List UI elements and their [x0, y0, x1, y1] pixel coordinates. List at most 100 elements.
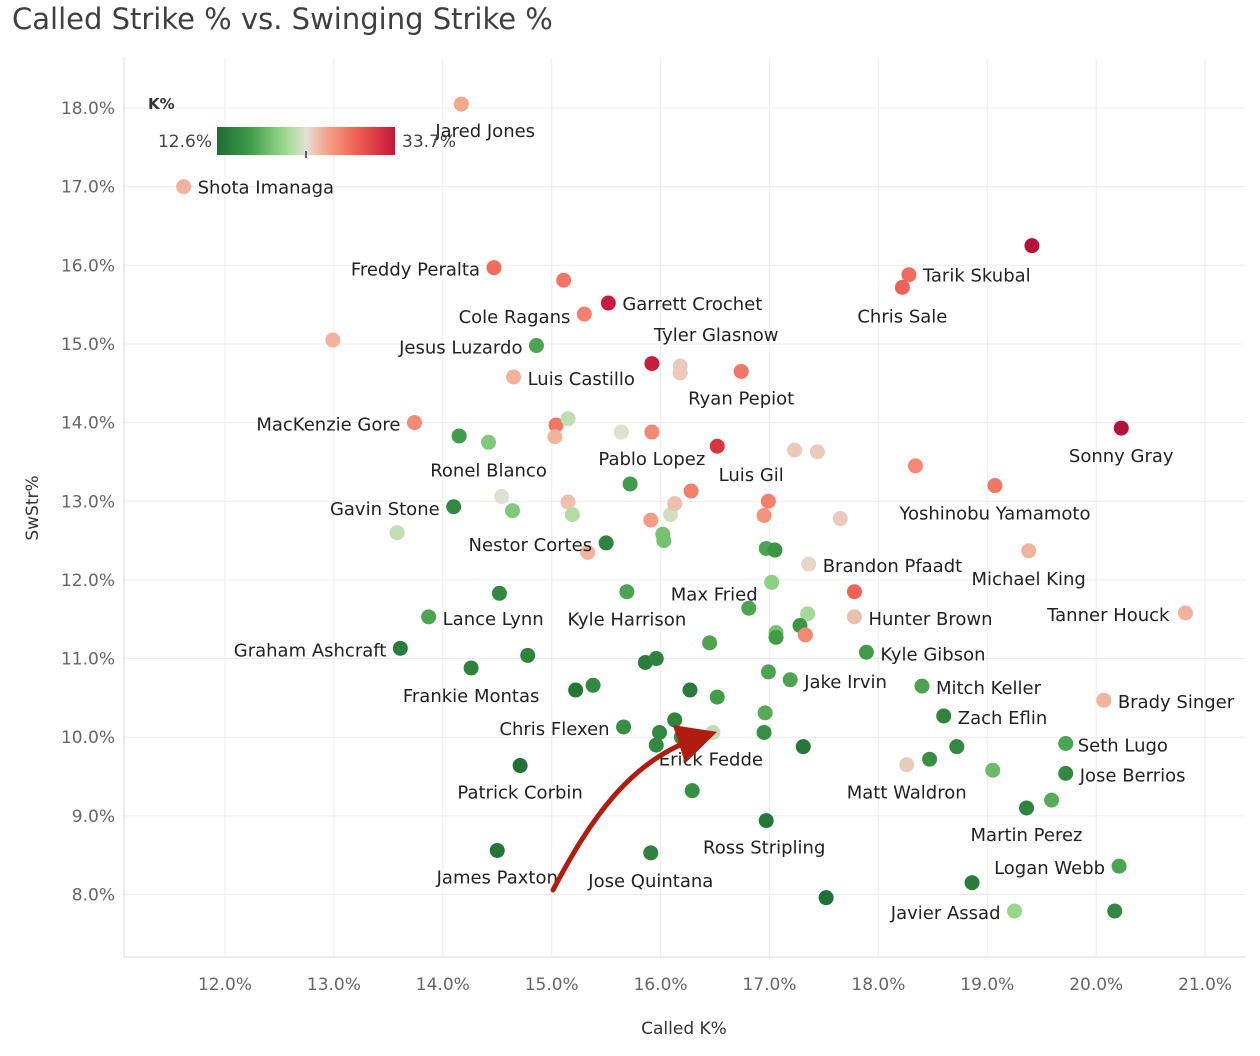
data-point — [756, 724, 772, 740]
data-point — [648, 651, 664, 667]
data-point — [556, 272, 572, 288]
point-label: Chris Flexen — [499, 719, 609, 740]
data-point — [1044, 792, 1060, 808]
data-point — [787, 442, 803, 458]
data-point — [782, 672, 798, 688]
x-tick-label: 15.0% — [525, 975, 579, 995]
data-point — [598, 535, 614, 551]
point-label: Sonny Gray — [1069, 446, 1174, 467]
y-tick-label: 13.0% — [61, 492, 115, 512]
data-point — [801, 556, 817, 572]
point-label: Matt Waldron — [847, 783, 967, 804]
data-point — [1113, 420, 1129, 436]
data-point — [667, 712, 683, 728]
y-tick-label: 11.0% — [61, 650, 115, 670]
data-point — [809, 444, 825, 460]
y-tick-label: 9.0% — [72, 807, 115, 827]
data-point — [1007, 903, 1023, 919]
data-point — [613, 424, 629, 440]
point-label: Tyler Glasnow — [653, 325, 779, 346]
y-tick-label: 12.0% — [61, 571, 115, 591]
y-tick-label: 10.0% — [61, 728, 115, 748]
data-point — [795, 739, 811, 755]
point-label: Chris Sale — [857, 306, 947, 327]
point-label: Max Fried — [671, 584, 758, 605]
point-label: Luis Castillo — [528, 369, 635, 390]
data-point — [922, 751, 938, 767]
color-legend: K% 12.6% 33.7% — [148, 95, 456, 158]
y-tick-label: 16.0% — [61, 256, 115, 276]
point-label: Jake Irvin — [803, 672, 887, 693]
data-point — [901, 267, 917, 283]
data-point — [758, 813, 774, 829]
point-label: Erick Fedde — [659, 749, 763, 770]
point-label: Cole Ragans — [459, 307, 571, 328]
point-label: Kyle Harrison — [567, 610, 686, 631]
grid — [124, 58, 1245, 957]
data-point — [176, 179, 192, 195]
x-axis-title: Called K% — [641, 1019, 727, 1039]
data-point — [684, 783, 700, 799]
data-point — [1019, 800, 1035, 816]
point-label: Lance Lynn — [443, 609, 544, 630]
data-point — [568, 682, 584, 698]
data-point — [494, 489, 510, 505]
data-point — [709, 689, 725, 705]
data-point — [846, 584, 862, 600]
data-point — [1096, 692, 1112, 708]
x-tick-label: 19.0% — [960, 975, 1014, 995]
y-tick-label: 15.0% — [61, 335, 115, 355]
chart-title: Called Strike % vs. Swinging Strike % — [12, 2, 553, 36]
data-point — [682, 682, 698, 698]
y-tick-label: 14.0% — [61, 414, 115, 434]
data-point — [325, 332, 341, 348]
data-point — [580, 544, 596, 560]
point-label: Patrick Corbin — [457, 783, 582, 804]
x-tick-label: 14.0% — [416, 975, 470, 995]
data-point — [463, 660, 479, 676]
point-label: Mitch Keller — [936, 678, 1042, 699]
data-point — [1107, 903, 1123, 919]
data-point — [421, 609, 437, 625]
data-point — [648, 737, 664, 753]
data-point — [702, 635, 718, 651]
point-label: Tarik Skubal — [922, 266, 1031, 287]
data-point — [389, 525, 405, 541]
data-point — [652, 724, 668, 740]
point-label: Shota Imanaga — [198, 178, 334, 199]
point-label: Luis Gil — [719, 465, 784, 486]
data-point — [1021, 543, 1037, 559]
data-point — [705, 724, 721, 740]
point-label: James Paxton — [436, 867, 558, 888]
point-label: Jared Jones — [434, 121, 535, 142]
point-label: MacKenzie Gore — [256, 415, 400, 436]
data-point — [622, 476, 638, 492]
point-label: Freddy Peralta — [351, 260, 480, 281]
data-point — [548, 417, 564, 433]
point-label: Pablo Lopez — [598, 449, 705, 470]
data-point — [764, 574, 780, 590]
data-point — [964, 875, 980, 891]
axes — [123, 58, 1245, 958]
point-label: Brandon Pfaadt — [823, 556, 963, 577]
data-point — [894, 279, 910, 295]
data-point — [616, 719, 632, 735]
data-point — [560, 411, 576, 427]
data-point — [800, 606, 816, 622]
point-label: Garrett Crochet — [622, 294, 762, 315]
tick-labels: 12.0% 13.0% 14.0% 15.0% 16.0% 17.0% 18.0% 19.0%… — [61, 99, 1232, 995]
point-label: Martin Perez — [971, 825, 1083, 846]
legend-max-label: 33.7% — [402, 132, 456, 152]
point-label: Kyle Gibson — [880, 644, 985, 665]
point-label: Michael King — [972, 569, 1086, 590]
annotation-arrow — [550, 725, 718, 893]
data-point — [1111, 858, 1127, 874]
data-point — [585, 677, 601, 693]
data-point — [576, 306, 592, 322]
data-point — [619, 584, 635, 600]
point-labels: Jared Jones Shota Imanaga Freddy Peralta Ga… — [198, 121, 1235, 924]
point-label: Zach Eflin — [958, 708, 1048, 729]
data-point — [1024, 238, 1040, 254]
point-label: Graham Ashcraft — [234, 640, 387, 661]
